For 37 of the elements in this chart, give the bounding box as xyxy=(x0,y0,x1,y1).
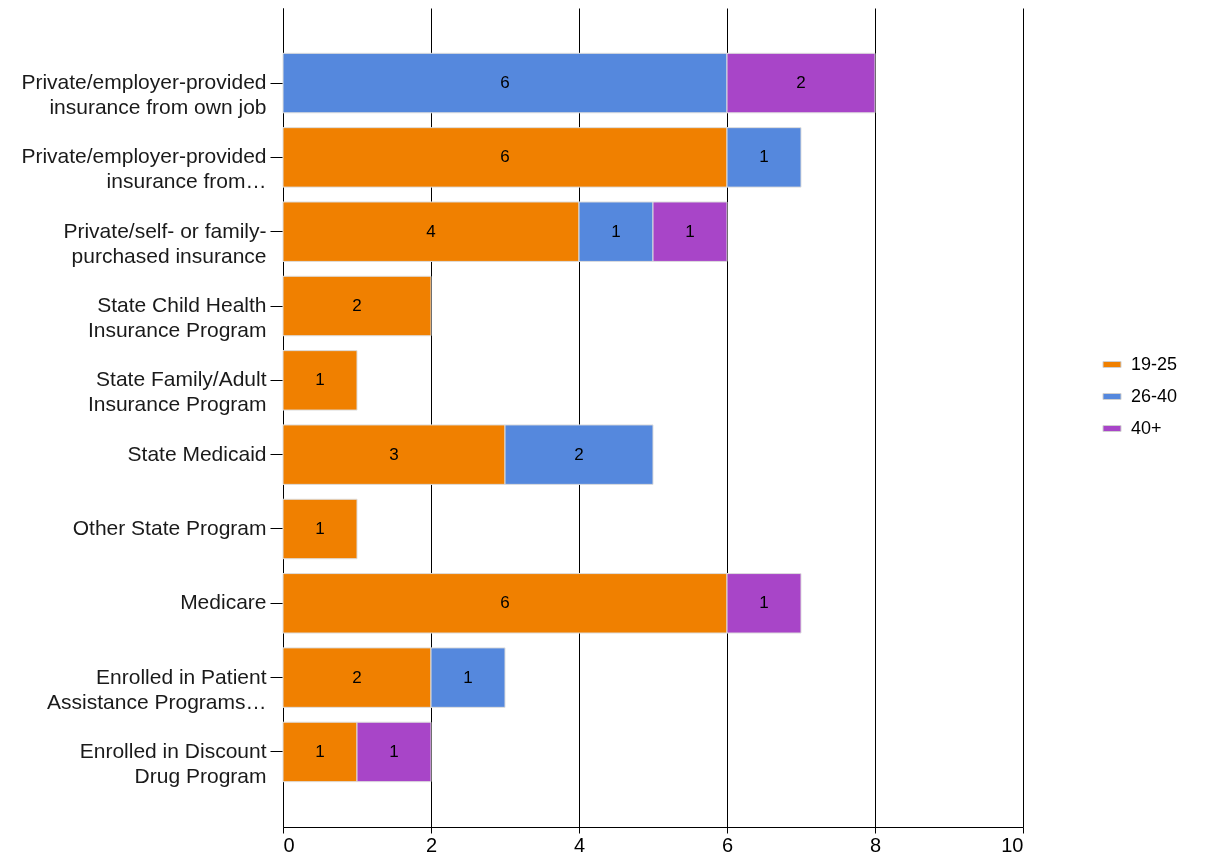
data-label: 1 xyxy=(759,593,769,613)
data-label: 4 xyxy=(426,221,436,241)
x-tick-label: 8 xyxy=(869,833,882,856)
data-label: 2 xyxy=(796,73,806,93)
x-tick-label: 6 xyxy=(721,833,734,856)
data-label: 3 xyxy=(389,444,399,464)
data-label: 2 xyxy=(352,296,362,316)
y-tick-label: Other State Program xyxy=(72,515,267,539)
y-tick-label: State Child Health Insurance Program xyxy=(87,293,267,342)
data-label: 6 xyxy=(500,593,510,613)
y-tick-label: Medicare xyxy=(180,590,267,614)
y-tick-label: State Medicaid xyxy=(127,441,267,465)
data-label: 6 xyxy=(500,147,510,167)
data-label: 1 xyxy=(685,221,695,241)
legend-label: 40+ xyxy=(1131,417,1162,438)
x-tick-label: 0 xyxy=(283,833,295,856)
data-label: 1 xyxy=(759,147,769,167)
x-tick-label: 2 xyxy=(425,833,438,856)
data-label: 1 xyxy=(315,370,325,390)
data-label: 1 xyxy=(611,221,621,241)
data-label: 2 xyxy=(574,444,584,464)
y-tick-label: State Family/Adult Insurance Program xyxy=(87,367,267,416)
legend-label: 19-25 xyxy=(1131,353,1178,374)
data-label: 1 xyxy=(389,741,399,761)
x-tick-label: 4 xyxy=(573,833,586,856)
data-label: 1 xyxy=(315,518,325,538)
y-tick-label: Private/employer-provided insurance from… xyxy=(21,144,267,193)
x-tick-label: 10 xyxy=(1001,833,1024,856)
y-tick-label: Private/self- or family-purchased insurance xyxy=(63,218,267,267)
legend-label: 26-40 xyxy=(1131,385,1178,406)
y-tick-label: Private/employer-provided insurance from own job xyxy=(21,70,267,119)
data-label: 2 xyxy=(352,667,362,687)
y-tick-label: Enrolled in Discount Drug Program xyxy=(79,738,267,787)
data-label: 1 xyxy=(463,667,473,687)
data-label: 1 xyxy=(315,741,325,761)
y-tick-label: Enrolled in Patient Assistance Programs… xyxy=(47,664,267,713)
data-label: 6 xyxy=(500,73,510,93)
